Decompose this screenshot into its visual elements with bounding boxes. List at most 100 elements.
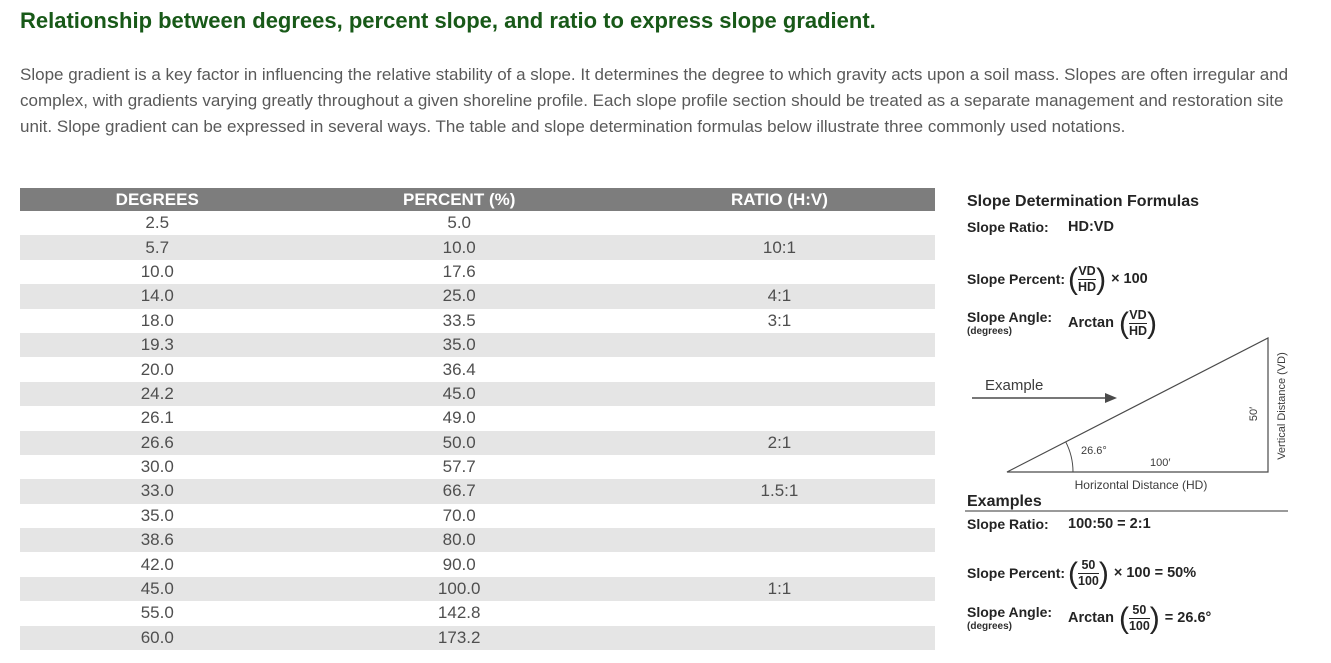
table-row: 2.5 5.0 <box>20 211 935 235</box>
table-cell: 10.0 <box>442 237 476 257</box>
example-slope-angle: Slope Angle: (degrees) Arctan (50 100) = … <box>967 601 1211 635</box>
table-row: 42.0 90.0 <box>20 552 935 576</box>
table-cell: 20.0 <box>140 359 174 379</box>
table-cell: 26.1 <box>140 408 174 428</box>
formula-sublabel: (degrees) <box>967 326 1013 337</box>
example-label: Slope Ratio: <box>967 516 1049 532</box>
fraction-denominator: HD <box>1078 278 1097 294</box>
formula-slope-percent: Slope Percent: (VD HD) × 100 <box>967 262 1148 296</box>
table-cell: 60.0 <box>140 627 174 647</box>
table-cell: 24.2 <box>140 383 174 403</box>
table-cell: 1.5:1 <box>760 481 799 501</box>
table-cell: 33.0 <box>140 481 174 501</box>
table-row: 33.0 66.7 1.5:1 <box>20 479 935 504</box>
table-row: 30.0 57.7 <box>20 455 935 479</box>
slope-gradient-table: DEGREES PERCENT (%) RATIO (H:V) 2.5 5.0 5.7 1… <box>20 188 935 651</box>
table-row: 60.0 173.2 <box>20 625 935 651</box>
table-cell: 142.8 <box>437 603 481 623</box>
table-cell: 35.0 <box>140 505 174 525</box>
table-cell: 5.7 <box>145 237 170 257</box>
angle-value-label: 26.6° <box>1081 445 1107 457</box>
table-cell: 45.0 <box>442 383 476 403</box>
height-length-label: 50′ <box>1248 407 1260 421</box>
table-cell: 26.6 <box>140 432 174 452</box>
example-value: 100:50 = 2:1 <box>1068 516 1151 532</box>
table-cell: 1:1 <box>767 579 792 599</box>
examples-heading: Examples <box>967 493 1042 510</box>
fraction-denominator: 100 <box>1128 617 1150 633</box>
table-cell: 49.0 <box>442 408 476 428</box>
example-slope-percent: Slope Percent: (50 100) × 100 = 50% <box>967 556 1196 590</box>
formula-label: Slope Angle: <box>967 309 1053 325</box>
table-cell: 42.0 <box>140 554 174 574</box>
intro-paragraph: Slope gradient is a key factor in influe… <box>20 65 1289 136</box>
fraction-numerator: 50 <box>1132 603 1147 617</box>
formula-slope-angle: Slope Angle: (degrees) Arctan (VD HD) <box>967 306 1157 340</box>
table-cell: 2.5 <box>145 213 170 233</box>
table-cell: 45.0 <box>140 579 174 599</box>
table-cell: 30.0 <box>140 457 174 477</box>
table-cell: 18.0 <box>140 310 174 330</box>
fraction: (VD HD) <box>1068 262 1107 296</box>
table-row: 5.7 10.0 10:1 <box>20 235 935 260</box>
formula-value: Arctan (VD HD) <box>1068 308 1157 338</box>
page-title: Relationship between degrees, percent sl… <box>20 8 876 33</box>
table-cell: 50.0 <box>442 432 476 452</box>
table-cell: 90.0 <box>442 554 476 574</box>
table-cell: 10.0 <box>140 261 174 281</box>
table-cell: 14.0 <box>140 286 174 306</box>
table-row: 35.0 70.0 <box>20 504 935 528</box>
fraction: (50 100) <box>1118 601 1160 635</box>
table-row: 45.0 100.0 1:1 <box>20 576 935 602</box>
example-slope-ratio: Slope Ratio: 100:50 = 2:1 <box>967 516 1151 532</box>
table-cell: 5.0 <box>447 213 472 233</box>
fraction-denominator: 100 <box>1078 572 1099 588</box>
table-cell: 19.3 <box>140 335 174 355</box>
fraction-numerator: VD <box>1078 264 1096 278</box>
header-cell: DEGREES <box>115 189 199 209</box>
slope-triangle-diagram: Example 26.6° 100′ 50′ Vertical Distance… <box>972 337 1288 492</box>
triangle-shape <box>1006 337 1269 473</box>
example-label-block: Slope Angle: (degrees) <box>967 604 1068 632</box>
example-sublabel: (degrees) <box>967 621 1013 632</box>
table-row: 24.2 45.0 <box>20 381 935 407</box>
table-cell: 4:1 <box>767 286 792 306</box>
fraction-denominator: HD <box>1128 322 1147 338</box>
example-prefix: Arctan <box>1068 610 1114 626</box>
table-cell: 2:1 <box>767 432 792 452</box>
table-cell: 173.2 <box>437 627 481 647</box>
table-cell: 70.0 <box>442 505 476 525</box>
angle-arc <box>1065 441 1074 473</box>
table-row: 38.6 80.0 <box>20 528 935 553</box>
table-row: 26.1 49.0 <box>20 406 935 430</box>
table-body: 2.5 5.0 5.7 10.0 10:1 10.0 17.6 14.0 25.0 4:1 18.0… <box>20 211 935 651</box>
table-cell: 36.4 <box>442 359 476 379</box>
formulas-panel: Slope Determination Formulas Slope Ratio… <box>965 188 1331 663</box>
table-row: 14.0 25.0 4:1 <box>20 284 935 309</box>
table-row: 18.0 33.5 3:1 <box>20 309 935 333</box>
table-cell: 17.6 <box>442 261 476 281</box>
table-cell: 57.7 <box>442 457 476 477</box>
header-cell: RATIO (H:V) <box>730 189 828 209</box>
table-cell: 66.7 <box>442 481 476 501</box>
example-suffix: × 100 = 50% <box>1113 565 1197 581</box>
table-row: 19.3 35.0 <box>20 332 935 358</box>
base-length-label: 100′ <box>1150 457 1170 469</box>
table-cell: 10:1 <box>762 237 796 257</box>
table-header-row: DEGREES PERCENT (%) RATIO (H:V) <box>20 188 935 211</box>
table-cell: 35.0 <box>442 335 476 355</box>
example-suffix: = 26.6° <box>1164 610 1212 626</box>
table-cell: 80.0 <box>442 530 476 550</box>
table-row: 20.0 36.4 <box>20 357 935 381</box>
header-cell: PERCENT (%) <box>402 189 516 209</box>
table-row: 10.0 17.6 <box>20 260 935 284</box>
example-label: Slope Angle: <box>967 604 1053 620</box>
formula-label: Slope Ratio: <box>967 219 1049 235</box>
vertical-axis-label: Vertical Distance (VD) <box>1276 352 1288 460</box>
table-cell: 25.0 <box>442 286 476 306</box>
example-arrowhead <box>1105 393 1117 403</box>
example-label: Slope Percent: <box>967 565 1066 581</box>
formulas-heading: Slope Determination Formulas <box>967 193 1200 210</box>
horizontal-axis-label: Horizontal Distance (HD) <box>1075 478 1208 492</box>
